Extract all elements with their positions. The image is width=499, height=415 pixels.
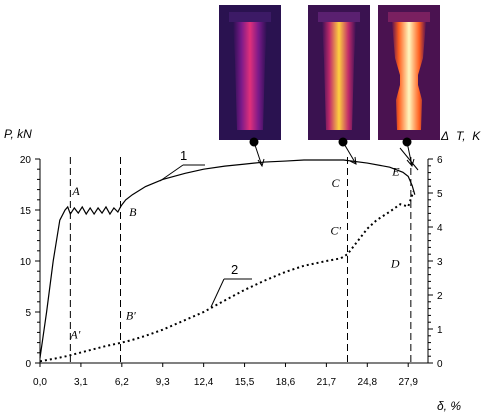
point-label: C' [330,223,341,237]
point-label: A' [69,327,80,341]
point-label: B [129,205,137,219]
y-left-tick-label: 5 [25,308,31,319]
x-tick-label: 9,3 [156,377,170,388]
point-label: E [391,165,400,179]
y-left-tick-label: 10 [20,257,32,268]
y-axis-right-label: T, K [456,129,481,143]
y-right-tick-label: 6 [437,155,443,166]
x-tick-label: 6,2 [115,377,129,388]
axes: 0,0 3,1 6,2 9,3 12,4 15,5 18,6 21,7 24,8 27,90510… [20,155,443,388]
x-axis-label: δ, % [437,399,461,413]
y-right-tick-label: 3 [437,257,443,268]
x-tick-label: 27,9 [398,377,418,388]
x-tick-label: 15,5 [235,377,255,388]
point-label: D [390,256,400,270]
x-tick-label: 21,7 [317,377,337,388]
x-tick-label: 3,1 [74,377,88,388]
point-label: A [71,184,80,198]
thermogram-3 [378,5,440,140]
curve-label-leaders [159,164,252,308]
x-tick-label: 18,6 [276,377,296,388]
x-tick-label: 0,0 [33,377,47,388]
y-right-tick-label: 5 [437,189,443,200]
point-label: C [331,176,340,190]
curve-label-2: 2 [231,262,238,277]
x-tick-label: 24,8 [358,377,378,388]
curve-label-1: 1 [180,148,187,163]
y-left-tick-label: 0 [25,359,31,370]
thermogram-1 [219,5,281,140]
vertical-markers [69,157,412,363]
y-left-tick-label: 20 [20,155,32,166]
series-2-line [39,190,415,363]
y-right-tick-label: 4 [437,223,443,234]
point-labels: A B C E A' B' C' D [69,165,400,342]
point-label: B' [126,309,136,323]
x-tick-label: 12,4 [194,377,214,388]
thermogram-2 [308,5,370,140]
y-axis-left-label: P, kN [4,127,32,141]
series-2-temperature [39,190,415,363]
series-1-load [39,159,416,358]
y-right-tick-label: 0 [437,359,443,370]
thermogram-pointers [249,137,419,171]
y-right-tick-label: 1 [437,325,443,336]
y-axis-right-delta: Δ [440,129,449,143]
y-right-tick-label: 2 [437,291,443,302]
y-left-tick-label: 15 [20,206,32,217]
series-1-line [39,159,416,358]
